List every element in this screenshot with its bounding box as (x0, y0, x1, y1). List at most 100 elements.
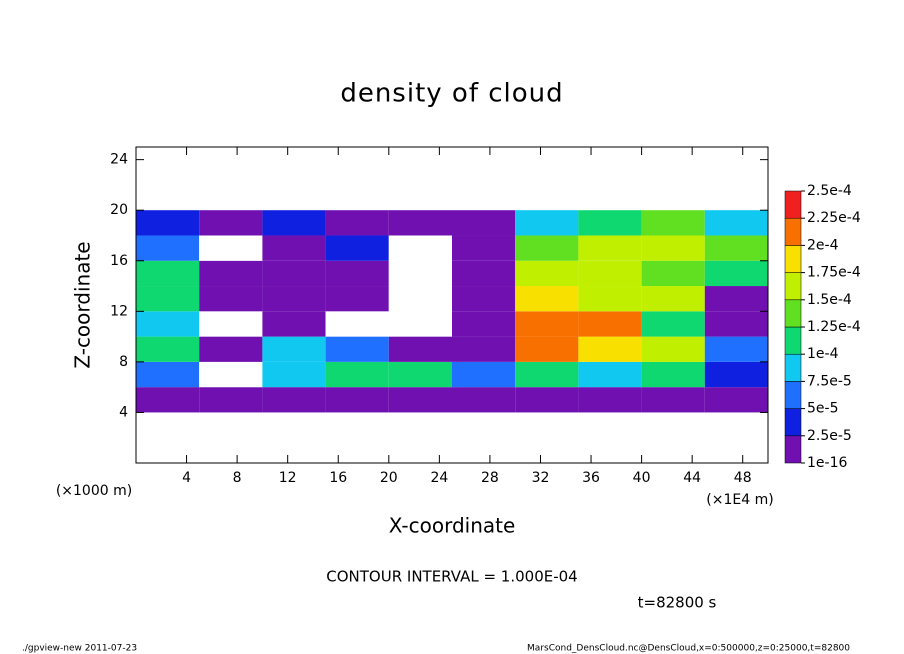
field-cell (704, 235, 768, 261)
field-cell (262, 361, 326, 388)
plot-frame (135, 146, 769, 464)
colorbar-label: 1.75e-4 (807, 265, 861, 281)
field-cell (388, 387, 452, 413)
field-cell (199, 387, 263, 413)
contour-interval: CONTOUR INTERVAL = 1.000E-04 (326, 568, 577, 586)
colorbar-box (784, 381, 802, 409)
colorbar-box (784, 272, 802, 301)
y-tick-label: 16 (110, 253, 128, 269)
field-cell (704, 311, 768, 337)
field-cell (262, 336, 326, 362)
colorbar-box (784, 245, 802, 273)
y-tick-label: 24 (110, 152, 128, 168)
time-label: t=82800 s (638, 594, 717, 612)
field-cell (578, 235, 642, 261)
field-cell (641, 210, 705, 236)
field-cell (704, 387, 768, 413)
field-cell (325, 235, 389, 261)
field-cell (199, 210, 263, 236)
field-cell (325, 361, 389, 388)
colorbar-box (784, 353, 802, 382)
field-cell (388, 336, 452, 362)
field-cell (325, 387, 389, 413)
field-cell (578, 387, 642, 413)
colorbar-label: 1e-4 (807, 346, 839, 362)
colorbar-label: 1e-16 (807, 455, 847, 471)
field-cell (641, 336, 705, 362)
field-cell (641, 286, 705, 312)
field-cell (704, 210, 768, 236)
y-unit: (×1000 m) (56, 483, 132, 499)
x-unit: (×1E4 m) (706, 492, 773, 508)
x-tick-label: 24 (430, 470, 448, 486)
field-cell (325, 336, 389, 362)
field-cell (136, 286, 200, 312)
field-cell (641, 387, 705, 413)
field-cell (136, 387, 200, 413)
field-cell (578, 260, 642, 287)
field-cell (199, 361, 263, 388)
field-cell (515, 361, 579, 388)
field-cell (641, 260, 705, 287)
colorbar-label: 5e-5 (807, 401, 838, 417)
colorbar-label: 2.25e-4 (807, 210, 861, 226)
colorbar-label: 2.5e-4 (807, 183, 852, 199)
field-cell (199, 260, 263, 287)
colorbar-label: 1.5e-4 (807, 292, 852, 308)
x-tick-label: 48 (734, 470, 752, 486)
x-tick-label: 28 (481, 470, 499, 486)
field-cell (388, 311, 452, 337)
x-tick-label: 36 (582, 470, 600, 486)
x-tick-label: 40 (633, 470, 651, 486)
field-cell (325, 286, 389, 312)
field-cell (388, 361, 452, 388)
field-cell (578, 311, 642, 337)
field-cell (262, 286, 326, 312)
field-cell (704, 260, 768, 287)
field-cell (452, 210, 516, 236)
x-tick-label: 4 (182, 470, 191, 486)
field-cell (136, 210, 200, 236)
field-cell (199, 311, 263, 337)
field-cell (262, 311, 326, 337)
field-cell (388, 286, 452, 312)
field-cell (452, 387, 516, 413)
colorbar-box (784, 408, 802, 437)
x-tick-label: 16 (329, 470, 347, 486)
y-axis-label: Z-coordinate (71, 241, 95, 368)
field-cell (136, 336, 200, 362)
field-cell (452, 286, 516, 312)
field-cell (199, 336, 263, 362)
y-tick-label: 8 (119, 354, 128, 370)
field-cell (578, 336, 642, 362)
colorbar-label: 1.25e-4 (807, 319, 861, 335)
y-tick-label: 20 (110, 202, 128, 218)
y-tick-label: 12 (110, 303, 128, 319)
field-cell (452, 260, 516, 287)
field-cell (325, 311, 389, 337)
field-cell (452, 235, 516, 261)
x-tick-label: 20 (380, 470, 398, 486)
colorbar-box (784, 299, 802, 328)
field-cell (515, 260, 579, 287)
field-cell (199, 286, 263, 312)
colorbar-label: 2.5e-5 (807, 428, 852, 444)
field-cell (515, 210, 579, 236)
field-cell (704, 361, 768, 388)
field-cell (325, 210, 389, 236)
field-cell (641, 235, 705, 261)
field-cell (578, 361, 642, 388)
x-tick-label: 32 (532, 470, 550, 486)
colorbar-box (784, 217, 802, 246)
field-cell (578, 286, 642, 312)
field-cell (641, 311, 705, 337)
colorbar-box (784, 190, 802, 219)
field-cell (452, 361, 516, 388)
x-tick-label: 12 (279, 470, 297, 486)
field-cell (704, 286, 768, 312)
field-cell (262, 210, 326, 236)
field-cell (641, 361, 705, 388)
field-cell (325, 260, 389, 287)
field-cell (136, 361, 200, 388)
